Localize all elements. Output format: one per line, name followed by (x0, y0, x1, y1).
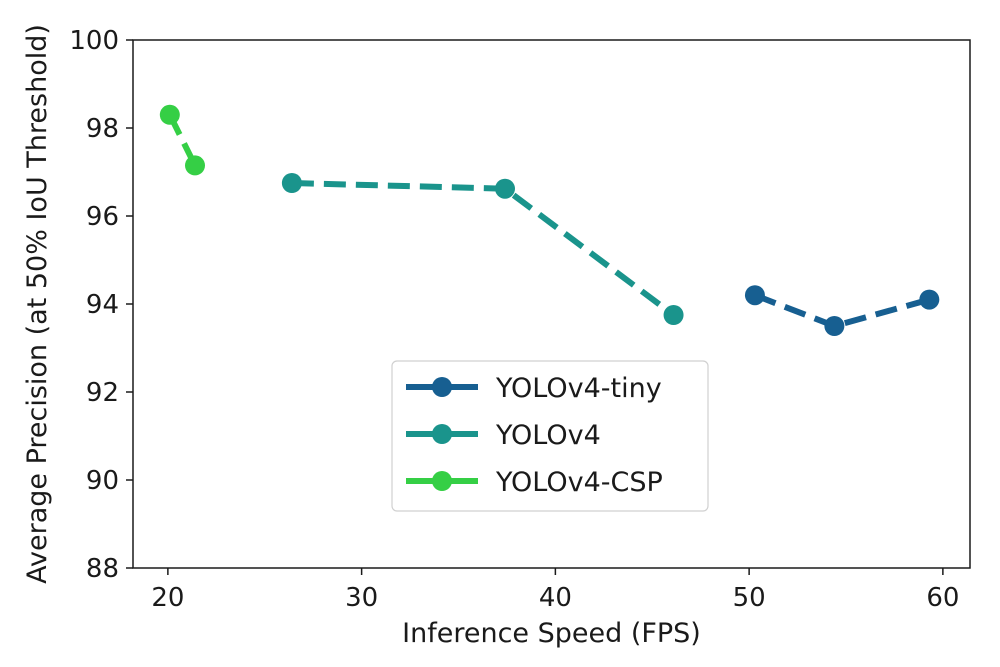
x-tick-label: 30 (345, 583, 378, 613)
legend-box (391, 360, 709, 512)
data-point (185, 155, 205, 176)
x-tick-label: 20 (151, 583, 184, 613)
y-tick-label: 94 (86, 290, 119, 320)
y-tick-label: 98 (86, 114, 119, 144)
legend-item-yolov4-tiny: YOLOv4-tiny (406, 373, 662, 404)
data-point (159, 104, 180, 125)
y-tick-label: 96 (86, 202, 119, 232)
legend-swatch-marker (432, 424, 452, 444)
data-point (744, 285, 765, 306)
legend-swatch-marker (432, 377, 452, 397)
y-axis-label: Average Precision (at 50% IoU Threshold) (22, 24, 53, 584)
data-point (824, 316, 845, 336)
x-axis-label: Inference Speed (FPS) (402, 618, 701, 649)
y-tick-label: 88 (86, 554, 119, 584)
y-tick-label: 92 (86, 378, 119, 408)
series-yolov4-csp (159, 104, 205, 176)
series-yolov4-tiny (744, 285, 940, 336)
legend-label: YOLOv4-CSP (495, 467, 663, 498)
legend-label: YOLOv4-tiny (495, 373, 662, 404)
data-point (663, 305, 684, 325)
series-layer (159, 104, 940, 336)
data-point (495, 178, 515, 199)
data-point (919, 289, 940, 310)
y-tick-label: 90 (86, 466, 119, 496)
legend-item-yolov4-csp: YOLOv4-CSP (406, 467, 663, 498)
x-tick-label: 50 (733, 583, 766, 613)
x-tick-label: 60 (926, 583, 959, 613)
data-point (281, 173, 302, 193)
legend-label: YOLOv4 (495, 420, 601, 451)
x-tick-label: 40 (539, 583, 572, 613)
axis-ticks: 20 30 40 50 60 88 90 92 94 96 98 100 (69, 26, 959, 613)
legend-item-yolov4: YOLOv4 (406, 420, 601, 451)
series-yolov4 (281, 173, 684, 325)
legend-swatch-marker (432, 471, 452, 491)
series-line (291, 180, 676, 318)
legend: YOLOv4-tiny YOLOv4 YOLOv4-CSP (391, 360, 709, 512)
y-tick-label: 100 (69, 26, 119, 56)
plot-area-frame (132, 39, 971, 569)
